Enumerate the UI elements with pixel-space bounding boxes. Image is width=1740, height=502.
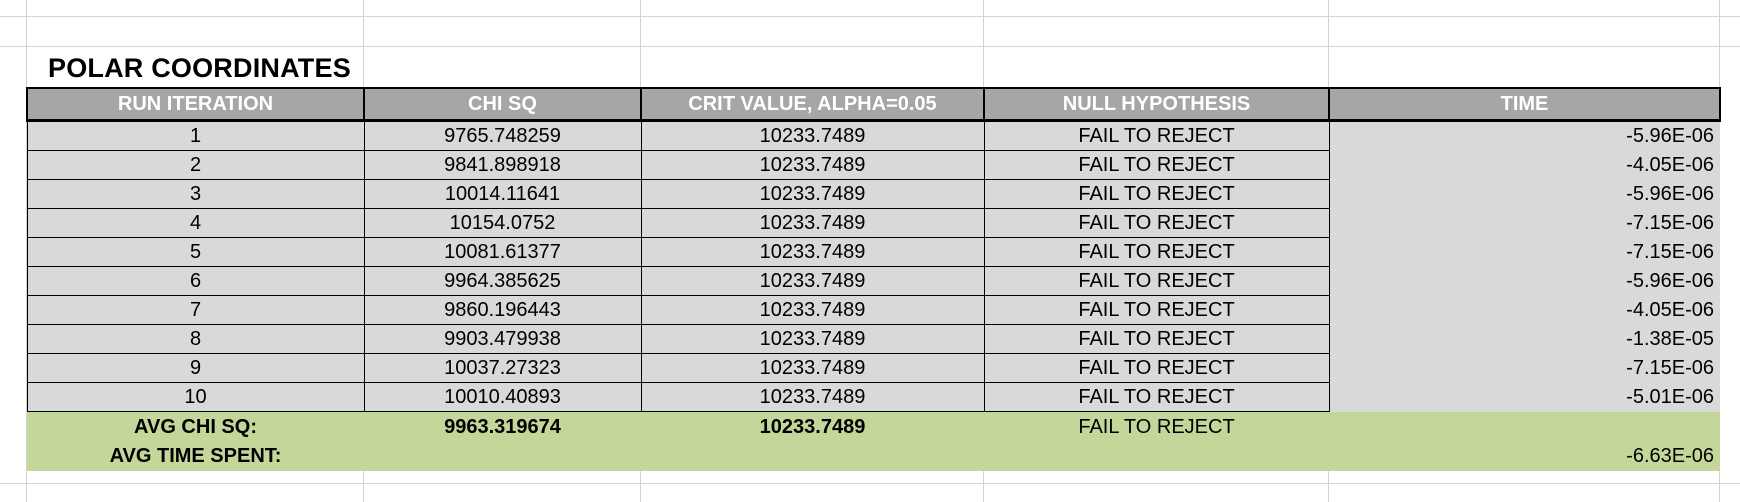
cell-chi-sq[interactable]: 9860.196443 (363, 295, 642, 325)
avg-chi-sq-value[interactable]: 9963.319674 (364, 411, 641, 442)
cell-null-hypothesis[interactable]: FAIL TO REJECT (983, 237, 1330, 267)
cell-run-iteration[interactable]: 2 (26, 150, 365, 180)
cell-null-hypothesis[interactable]: FAIL TO REJECT (983, 266, 1330, 296)
header-chi-sq[interactable]: CHI SQ (363, 87, 642, 122)
table-row: 5 10081.61377 10233.7489 FAIL TO REJECT -7.1… (26, 237, 1720, 267)
cell-time[interactable]: -7.15E-06 (1328, 237, 1720, 267)
cell-run-iteration[interactable]: 7 (26, 295, 365, 325)
cell-chi-sq[interactable]: 9964.385625 (363, 266, 642, 296)
cell-crit-value[interactable]: 10233.7489 (640, 382, 985, 412)
cell-null-hypothesis[interactable]: FAIL TO REJECT (983, 353, 1330, 383)
cell-time[interactable]: -7.15E-06 (1328, 353, 1720, 383)
table-row: 7 9860.196443 10233.7489 FAIL TO REJECT -4.0… (26, 295, 1720, 325)
cell-null-hypothesis[interactable]: FAIL TO REJECT (983, 150, 1330, 180)
cell-crit-value[interactable]: 10233.7489 (640, 208, 985, 238)
avg-time-spent-label[interactable]: AVG TIME SPENT: (27, 442, 364, 471)
avg-chi-sq-label[interactable]: AVG CHI SQ: (27, 411, 364, 442)
table-row: 3 10014.11641 10233.7489 FAIL TO REJECT -5.9… (26, 179, 1720, 209)
cell-chi-sq[interactable]: 10014.11641 (363, 179, 642, 209)
table-row: 9 10037.27323 10233.7489 FAIL TO REJECT -7.1… (26, 353, 1720, 383)
table-row: 10 10010.40893 10233.7489 FAIL TO REJECT -5.… (26, 382, 1720, 412)
cell-crit-value[interactable]: 10233.7489 (640, 295, 985, 325)
summary-empty-cell[interactable] (1329, 411, 1720, 442)
cell-time[interactable]: -1.38E-05 (1328, 324, 1720, 354)
cell-crit-value[interactable]: 10233.7489 (640, 120, 985, 151)
cell-time[interactable]: -5.01E-06 (1328, 382, 1720, 412)
cell-run-iteration[interactable]: 8 (26, 324, 365, 354)
cell-null-hypothesis[interactable]: FAIL TO REJECT (983, 179, 1330, 209)
cell-null-hypothesis[interactable]: FAIL TO REJECT (983, 382, 1330, 412)
cell-run-iteration[interactable]: 3 (26, 179, 365, 209)
cell-time[interactable]: -5.96E-06 (1328, 266, 1720, 296)
cell-run-iteration[interactable]: 9 (26, 353, 365, 383)
cell-run-iteration[interactable]: 1 (26, 120, 365, 151)
avg-crit-value[interactable]: 10233.7489 (641, 411, 984, 442)
cell-chi-sq[interactable]: 10081.61377 (363, 237, 642, 267)
cell-time[interactable]: -5.96E-06 (1328, 179, 1720, 209)
cell-crit-value[interactable]: 10233.7489 (640, 266, 985, 296)
cell-time[interactable]: -7.15E-06 (1328, 208, 1720, 238)
cell-crit-value[interactable]: 10233.7489 (640, 179, 985, 209)
cell-crit-value[interactable]: 10233.7489 (640, 150, 985, 180)
cell-time[interactable]: -4.05E-06 (1328, 150, 1720, 180)
table-row: 4 10154.0752 10233.7489 FAIL TO REJECT -7.15… (26, 208, 1720, 238)
summary-empty-cell[interactable] (641, 442, 984, 471)
cell-time[interactable]: -5.96E-06 (1328, 120, 1720, 151)
cell-null-hypothesis[interactable]: FAIL TO REJECT (983, 208, 1330, 238)
cell-null-hypothesis[interactable]: FAIL TO REJECT (983, 295, 1330, 325)
cell-run-iteration[interactable]: 10 (26, 382, 365, 412)
header-row: RUN ITERATION CHI SQ CRIT VALUE, ALPHA=0… (26, 87, 1721, 122)
cell-crit-value[interactable]: 10233.7489 (640, 353, 985, 383)
avg-null-hypothesis[interactable]: FAIL TO REJECT (984, 411, 1329, 442)
cell-time[interactable]: -4.05E-06 (1328, 295, 1720, 325)
cell-chi-sq[interactable]: 9841.898918 (363, 150, 642, 180)
summary-empty-cell[interactable] (364, 442, 641, 471)
cell-null-hypothesis[interactable]: FAIL TO REJECT (983, 324, 1330, 354)
table-row: 2 9841.898918 10233.7489 FAIL TO REJECT -4.0… (26, 150, 1720, 180)
cell-null-hypothesis[interactable]: FAIL TO REJECT (983, 120, 1330, 151)
avg-time-spent-value[interactable]: -6.63E-06 (1329, 442, 1720, 471)
results-table: RUN ITERATION CHI SQ CRIT VALUE, ALPHA=0… (26, 87, 1721, 471)
header-null-hypothesis[interactable]: NULL HYPOTHESIS (983, 87, 1330, 122)
table-row: 1 9765.748259 10233.7489 FAIL TO REJECT -5.9… (26, 120, 1720, 151)
cell-crit-value[interactable]: 10233.7489 (640, 237, 985, 267)
header-run-iteration[interactable]: RUN ITERATION (26, 87, 365, 122)
cell-chi-sq[interactable]: 10010.40893 (363, 382, 642, 412)
table-row: 8 9903.479938 10233.7489 FAIL TO REJECT -1.3… (26, 324, 1720, 354)
cell-chi-sq[interactable]: 9903.479938 (363, 324, 642, 354)
cell-chi-sq[interactable]: 10154.0752 (363, 208, 642, 238)
table-row: 6 9964.385625 10233.7489 FAIL TO REJECT -5.9… (26, 266, 1720, 296)
cell-run-iteration[interactable]: 4 (26, 208, 365, 238)
cell-chi-sq[interactable]: 9765.748259 (363, 120, 642, 151)
summary-row: AVG TIME SPENT: -6.63E-06 (27, 442, 1720, 471)
summary-empty-cell[interactable] (984, 442, 1329, 471)
cell-run-iteration[interactable]: 6 (26, 266, 365, 296)
cell-chi-sq[interactable]: 10037.27323 (363, 353, 642, 383)
header-time[interactable]: TIME (1328, 87, 1721, 122)
sheet-title: POLAR COORDINATES (48, 53, 351, 83)
summary-row: AVG CHI SQ: 9963.319674 10233.7489 FAIL TO … (27, 411, 1720, 442)
cell-run-iteration[interactable]: 5 (26, 237, 365, 267)
cell-crit-value[interactable]: 10233.7489 (640, 324, 985, 354)
header-crit-value[interactable]: CRIT VALUE, ALPHA=0.05 (640, 87, 985, 122)
